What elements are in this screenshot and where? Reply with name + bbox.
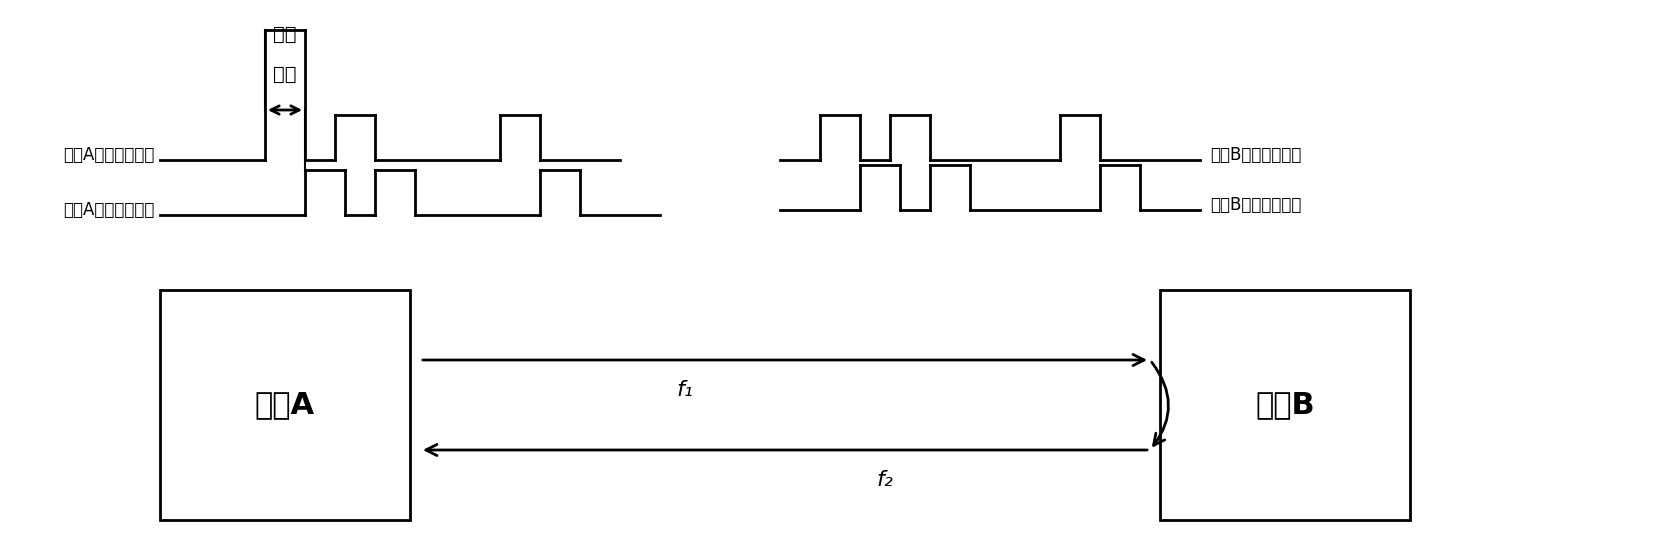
Bar (160, 290, 410, 520)
Text: 设备A发射测距伪码: 设备A发射测距伪码 (63, 146, 155, 164)
Text: 设备A接收测距伪码: 设备A接收测距伪码 (63, 201, 155, 219)
Text: f₂: f₂ (876, 470, 893, 490)
Text: 传播: 传播 (273, 25, 297, 44)
Text: f₁: f₁ (676, 380, 693, 400)
Text: 设备B转发测距伪码: 设备B转发测距伪码 (1210, 196, 1301, 214)
Text: 时延: 时延 (273, 65, 297, 84)
Bar (1160, 290, 1409, 520)
Text: 设备B: 设备B (1254, 391, 1314, 419)
Text: 设备A: 设备A (255, 391, 315, 419)
FancyArrowPatch shape (1151, 362, 1168, 446)
Text: 设备B接收测距伪码: 设备B接收测距伪码 (1210, 146, 1301, 164)
